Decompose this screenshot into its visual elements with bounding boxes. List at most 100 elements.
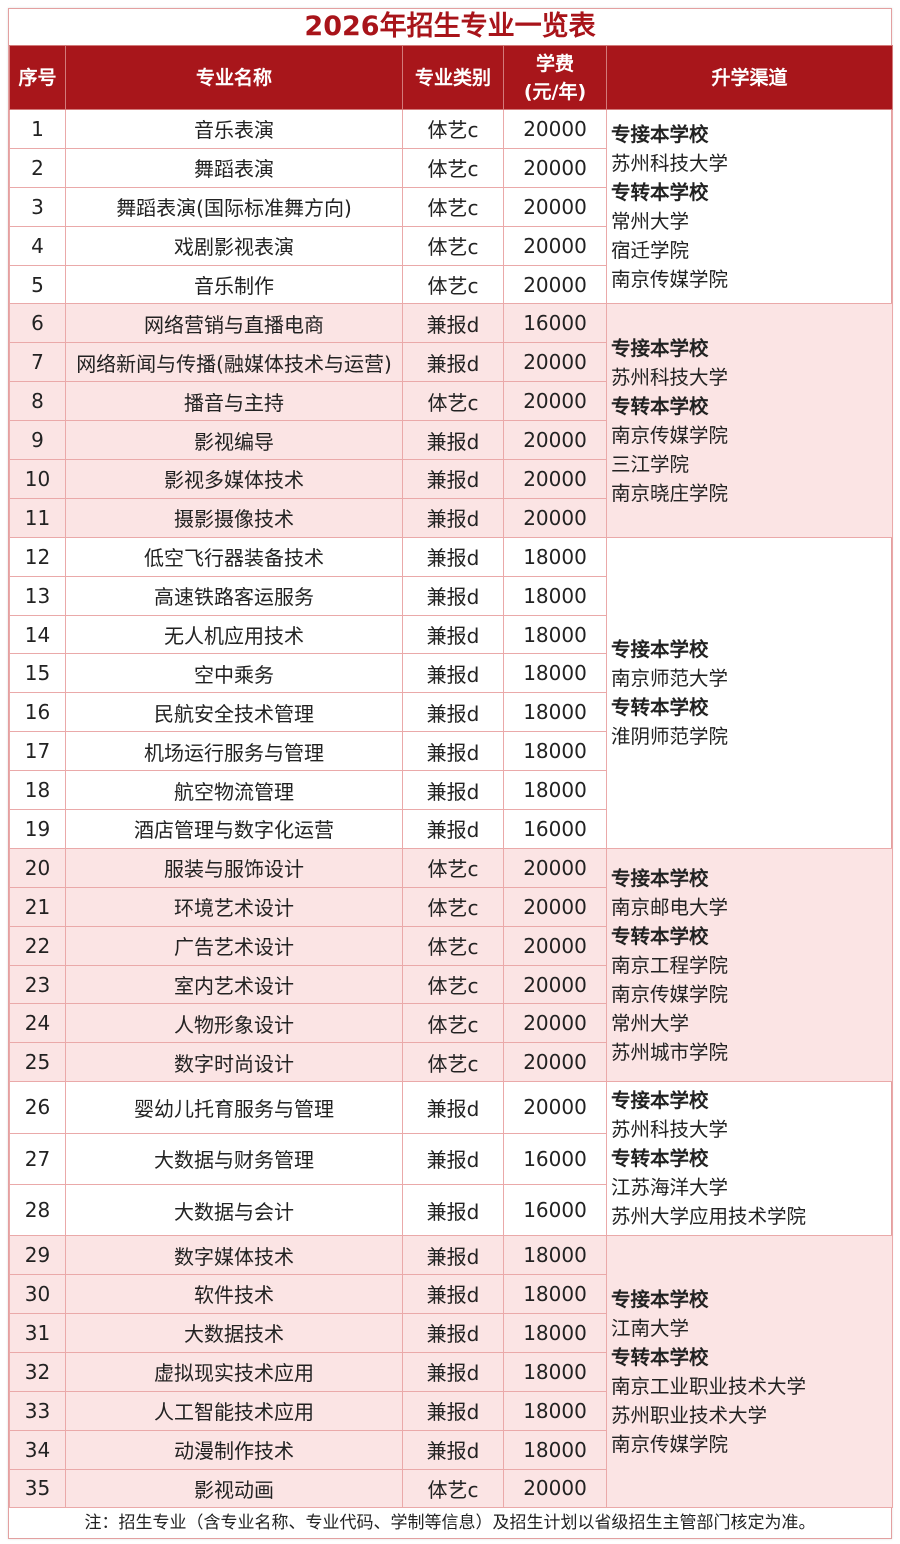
cell-fee: 18000 xyxy=(503,1274,607,1314)
table-row: 14 无人机应用技术 兼报d 18000 xyxy=(9,614,893,655)
cell-fee: 20000 xyxy=(503,109,607,149)
cell-name: 航空物流管理 xyxy=(65,770,403,811)
table-row: 7 网络新闻与传播(融媒体技术与运营) 兼报d 20000 xyxy=(9,342,893,383)
channel-school: 宿迁学院 xyxy=(611,238,690,262)
cell-no: 25 xyxy=(9,1042,66,1083)
cell-type: 体艺c xyxy=(402,1468,504,1509)
table-row: 12 低空飞行器装备技术 兼报d 18000 专接本学校 南京师范大学 专转本学校 淮阴师范学… xyxy=(9,536,893,849)
header-type: 专业类别 xyxy=(402,45,504,110)
cell-fee: 18000 xyxy=(503,653,607,694)
cell-type: 兼报d xyxy=(402,303,504,344)
table-header-row: 序号 专业名称 专业类别 学费 (元/年) 升学渠道 xyxy=(9,45,893,110)
cell-fee: 18000 xyxy=(503,1235,607,1276)
cell-name: 音乐制作 xyxy=(65,264,403,305)
cell-fee: 18000 xyxy=(503,536,607,577)
channel-school: 苏州职业技术大学 xyxy=(611,1403,768,1427)
majors-table: 序号 专业名称 专业类别 学费 (元/年) 升学渠道 1 音乐表演 体艺c 20000 专… xyxy=(9,45,893,1509)
cell-channels: 专接本学校 苏州科技大学 专转本学校 南京传媒学院 三江学院 南京晓庄学院 xyxy=(606,303,893,538)
cell-type: 兼报d xyxy=(402,420,504,461)
table-row: 26 婴幼儿托育服务与管理 兼报d 20000 专接本学校 苏州科技大学 专转本学校 江苏海洋… xyxy=(9,1081,893,1237)
cell-type: 兼报d xyxy=(402,1351,504,1392)
cell-type: 兼报d xyxy=(402,1429,504,1470)
table-row: 29 数字媒体技术 兼报d 18000 专接本学校 江南大学 专转本学校 南京工业职业技术大学… xyxy=(9,1235,893,1509)
cell-fee: 16000 xyxy=(503,809,607,849)
channel-category: 专接本学校 xyxy=(611,1287,709,1311)
cell-type: 兼报d xyxy=(402,809,504,849)
table-body: 1 音乐表演 体艺c 20000 专接本学校 苏州科技大学 专转本学校 常州大学 宿迁学院 南京传… xyxy=(9,108,893,1509)
cell-name: 播音与主持 xyxy=(65,381,403,422)
cell-type: 体艺c xyxy=(402,964,504,1005)
cell-name: 人物形象设计 xyxy=(65,1003,403,1044)
cell-type: 兼报d xyxy=(402,1274,504,1314)
cell-type: 兼报d xyxy=(402,342,504,383)
table-row: 10 影视多媒体技术 兼报d 20000 xyxy=(9,459,893,499)
cell-fee: 20000 xyxy=(503,264,607,305)
cell-name: 低空飞行器装备技术 xyxy=(65,536,403,577)
table-row: 24 人物形象设计 体艺c 20000 xyxy=(9,1003,893,1044)
cell-type: 兼报d xyxy=(402,497,504,538)
cell-channels: 专接本学校 苏州科技大学 专转本学校 江苏海洋大学 苏州大学应用技术学院 xyxy=(606,1081,893,1237)
channel-school: 南京传媒学院 xyxy=(611,267,729,291)
cell-no: 27 xyxy=(9,1132,66,1185)
channel-school: 南京师范大学 xyxy=(611,666,729,690)
cell-name: 戏剧影视表演 xyxy=(65,225,403,266)
channel-category: 专接本学校 xyxy=(611,637,709,661)
channel-category: 专转本学校 xyxy=(611,695,709,719)
cell-name: 环境艺术设计 xyxy=(65,886,403,927)
cell-fee: 20000 xyxy=(503,186,607,227)
cell-no: 33 xyxy=(9,1390,66,1431)
header-fee: 学费 (元/年) xyxy=(503,45,607,110)
cell-no: 26 xyxy=(9,1081,66,1134)
table-row: 3 舞蹈表演(国际标准舞方向) 体艺c 20000 xyxy=(9,186,893,227)
cell-type: 体艺c xyxy=(402,147,504,188)
cell-type: 兼报d xyxy=(402,653,504,694)
cell-no: 20 xyxy=(9,847,66,888)
channel-school: 江南大学 xyxy=(611,1316,690,1340)
table-row: 16 民航安全技术管理 兼报d 18000 xyxy=(9,692,893,733)
table-row: 5 音乐制作 体艺c 20000 xyxy=(9,264,893,305)
cell-no: 29 xyxy=(9,1235,66,1276)
cell-name: 影视多媒体技术 xyxy=(65,459,403,499)
channel-category: 专转本学校 xyxy=(611,180,709,204)
cell-name: 高速铁路客运服务 xyxy=(65,575,403,616)
cell-fee: 16000 xyxy=(503,1183,607,1237)
table-row: 34 动漫制作技术 兼报d 18000 xyxy=(9,1429,893,1470)
cell-fee: 20000 xyxy=(503,381,607,422)
channel-school: 江苏海洋大学 xyxy=(611,1176,729,1200)
cell-type: 兼报d xyxy=(402,575,504,616)
cell-no: 17 xyxy=(9,731,66,772)
cell-no: 11 xyxy=(9,497,66,538)
cell-type: 体艺c xyxy=(402,186,504,227)
cell-type: 兼报d xyxy=(402,1390,504,1431)
cell-no: 5 xyxy=(9,264,66,305)
page-title: 2026年招生专业一览表 xyxy=(304,11,596,42)
cell-name: 服装与服饰设计 xyxy=(65,847,403,888)
channel-school: 南京邮电大学 xyxy=(611,895,729,919)
cell-name: 舞蹈表演(国际标准舞方向) xyxy=(65,186,403,227)
cell-name: 机场运行服务与管理 xyxy=(65,731,403,772)
cell-fee: 20000 xyxy=(503,1081,607,1134)
cell-no: 31 xyxy=(9,1312,66,1353)
channel-school: 苏州科技大学 xyxy=(611,151,729,175)
cell-fee: 16000 xyxy=(503,303,607,344)
cell-fee: 18000 xyxy=(503,575,607,616)
table-row: 4 戏剧影视表演 体艺c 20000 xyxy=(9,225,893,266)
cell-fee: 18000 xyxy=(503,692,607,733)
cell-no: 3 xyxy=(9,186,66,227)
header-fee-line2: (元/年) xyxy=(523,80,587,103)
cell-type: 兼报d xyxy=(402,1132,504,1185)
cell-no: 10 xyxy=(9,459,66,499)
header-channel: 升学渠道 xyxy=(606,45,893,110)
cell-name: 网络新闻与传播(融媒体技术与运营) xyxy=(65,342,403,383)
header-name: 专业名称 xyxy=(65,45,403,110)
table-row: 17 机场运行服务与管理 兼报d 18000 xyxy=(9,731,893,772)
channel-school: 苏州大学应用技术学院 xyxy=(611,1205,807,1229)
channel-school: 淮阴师范学院 xyxy=(611,724,729,748)
table-row: 6 网络营销与直播电商 兼报d 16000 专接本学校 苏州科技大学 专转本学校 南京传媒学院… xyxy=(9,303,893,538)
cell-no: 35 xyxy=(9,1468,66,1509)
cell-no: 12 xyxy=(9,536,66,577)
table-row: 28 大数据与会计 兼报d 16000 xyxy=(9,1183,893,1237)
channel-category: 专接本学校 xyxy=(611,336,709,360)
cell-fee: 20000 xyxy=(503,847,607,888)
channel-school: 南京传媒学院 xyxy=(611,1432,729,1456)
